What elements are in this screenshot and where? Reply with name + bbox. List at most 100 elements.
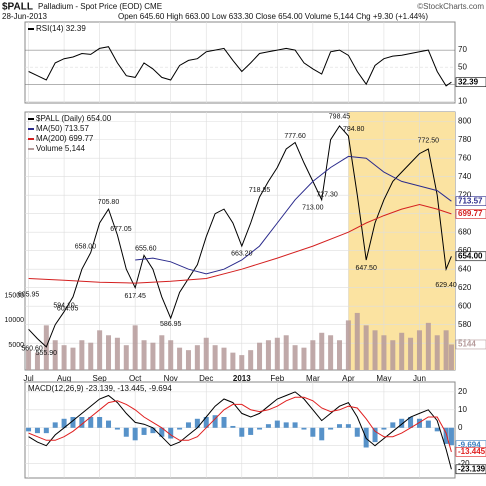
volume-bar: [123, 345, 129, 370]
x-tick-label: Mar: [306, 374, 320, 383]
volume-bar: [34, 352, 40, 370]
volume-bar: [265, 340, 271, 370]
description: Palladium - Spot Price (EOD) CME: [38, 2, 162, 11]
x-tick-label: Jun: [413, 374, 426, 383]
x-tick-label: Oct: [129, 374, 142, 383]
price-annotation: 605.95: [18, 292, 40, 299]
volume-bar: [310, 340, 316, 370]
volume-bar: [301, 347, 307, 370]
histogram-bar: [43, 427, 49, 434]
histogram-bar: [408, 416, 414, 428]
histogram-bar: [203, 416, 209, 428]
y-tick-label: 740: [458, 172, 472, 181]
histogram-bar: [283, 422, 289, 428]
histogram-bar: [212, 415, 218, 428]
y-tick-label: 580: [458, 320, 472, 329]
histogram-bar: [34, 427, 40, 434]
histogram-bar: [132, 427, 138, 441]
quote: Open 645.60 High 663.00 Low 633.30 Close…: [118, 12, 428, 21]
histogram-bar: [345, 424, 351, 428]
volume-bar: [132, 325, 138, 370]
histogram-bar: [123, 427, 129, 437]
volume-bar: [88, 342, 94, 370]
histogram-bar: [399, 418, 405, 428]
x-tick-label: Feb: [270, 374, 284, 383]
histogram-bar: [434, 427, 440, 432]
histogram-bar: [70, 416, 76, 428]
price-annotation: 777.60: [284, 133, 306, 140]
volume-bar: [248, 350, 254, 370]
x-tick-label: May: [376, 374, 391, 383]
volume-bar: [114, 337, 120, 370]
histogram-bar: [26, 427, 32, 432]
volume-bar: [363, 325, 369, 370]
price-annotation: 655.60: [135, 246, 157, 253]
panel-title: MACD(12,26,9) -23.139, -13.445, -9.694: [28, 384, 172, 393]
source: ©StockCharts.com: [417, 2, 484, 11]
x-tick-label: Aug: [57, 374, 71, 383]
volume-bar: [345, 320, 351, 370]
volume-bar: [106, 335, 112, 370]
price-annotation: 586.95: [160, 321, 182, 328]
legend-label: MA(200) 699.77: [36, 134, 94, 143]
y-tick-label: 620: [458, 283, 472, 292]
volume-bar: [230, 352, 236, 370]
volume-bar: [257, 342, 263, 370]
histogram-bar: [248, 427, 254, 435]
x-tick-label: Sep: [93, 374, 108, 383]
x-tick-label: 2013: [233, 374, 251, 383]
y-tick-label: 680: [458, 227, 472, 236]
value-tag: -9.694: [458, 440, 481, 449]
value-tag: 5144: [458, 340, 476, 349]
price-annotation: 798.45: [329, 114, 351, 121]
histogram-bar: [106, 420, 112, 428]
histogram-bar: [310, 427, 316, 437]
value-tag-box: [455, 196, 486, 206]
price-annotation: 629.40: [435, 282, 457, 289]
histogram-bar: [230, 425, 236, 428]
histogram-bar: [97, 416, 103, 428]
y-tick-label: 50: [458, 62, 467, 71]
y-tick-label: 640: [458, 264, 472, 273]
histogram-bar: [390, 422, 396, 428]
y-tick-label: 0: [458, 423, 463, 432]
volume-bar: [97, 330, 103, 370]
volume-bar: [212, 345, 218, 370]
y-tick-label: 660: [458, 246, 472, 255]
volume-bar: [328, 335, 334, 370]
series-line: [28, 125, 452, 348]
volume-bar: [354, 312, 360, 370]
volume-bar: [239, 355, 245, 370]
volume-bar: [319, 332, 325, 370]
volume-bar: [26, 350, 32, 370]
price-annotation: 560.60: [21, 345, 43, 352]
histogram-bar: [114, 427, 120, 430]
y-tick-label: 20: [458, 387, 467, 396]
volume-bar: [381, 335, 387, 370]
histogram-bar: [328, 427, 334, 430]
price-annotation: 772.50: [418, 138, 440, 145]
volume-bar: [337, 340, 343, 370]
y-tick-label: 70: [458, 45, 467, 54]
value-tag: -13.445: [458, 447, 486, 456]
x-tick-label: Dec: [199, 374, 213, 383]
y2-tick-label: 10000: [5, 317, 25, 324]
x-tick-label: Jul: [23, 374, 33, 383]
y2-tick-label: 15000: [5, 292, 25, 299]
price-annotation: 718.85: [249, 187, 271, 194]
volume-bar: [177, 347, 183, 370]
price-annotation: 617.45: [124, 293, 146, 300]
series-line: [28, 396, 452, 453]
histogram-bar: [292, 422, 298, 428]
legend-label: $PALL (Daily) 654.00: [36, 114, 112, 123]
volume-bar: [390, 340, 396, 370]
value-tag: 699.77: [458, 209, 483, 218]
histogram-bar: [319, 427, 325, 441]
value-tag: 713.57: [458, 196, 483, 205]
histogram-bar: [88, 416, 94, 428]
series-line: [135, 155, 452, 275]
y-tick-label: -20: [458, 459, 470, 468]
volume-bar: [283, 335, 289, 370]
